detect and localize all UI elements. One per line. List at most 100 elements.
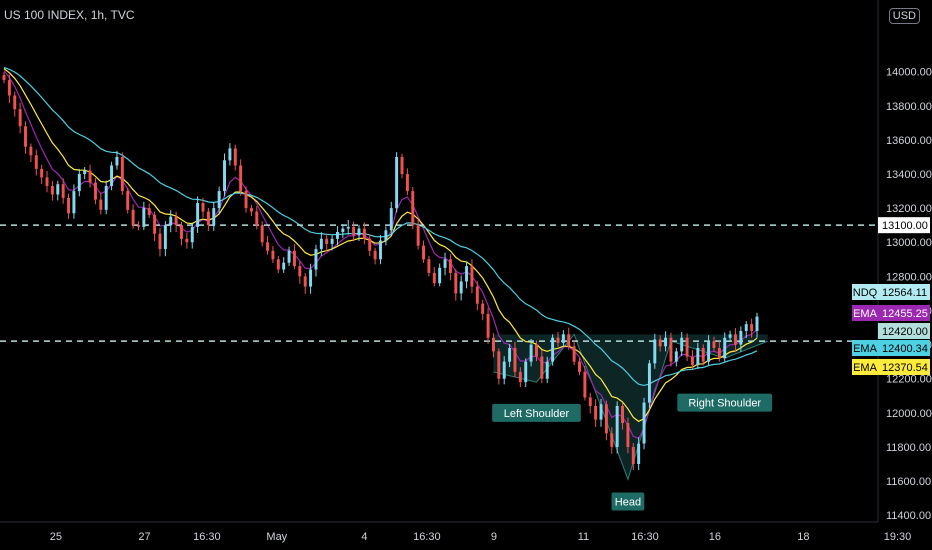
level-label-value: 13100.00 <box>882 220 928 232</box>
candle-body <box>690 356 694 366</box>
price-label-name: EMA <box>853 308 878 320</box>
candle <box>599 399 603 427</box>
candle-body <box>674 351 678 362</box>
candle <box>341 224 345 239</box>
candle-body <box>153 214 157 234</box>
candle-body <box>658 339 662 347</box>
candle <box>588 393 592 414</box>
candle-body <box>422 245 426 260</box>
candle <box>13 91 17 117</box>
y-tick-label: 11800.00 <box>886 442 931 454</box>
candle-body <box>56 184 60 195</box>
candle-body <box>104 185 108 210</box>
candle-body <box>292 250 296 267</box>
x-tick-label: 18 <box>797 531 809 543</box>
candle-body <box>201 203 205 212</box>
candle-body <box>126 191 130 210</box>
candle <box>136 221 140 231</box>
candle <box>217 186 221 214</box>
candle-body <box>717 348 721 359</box>
candle <box>7 74 11 104</box>
annotation-text: Right Shoulder <box>688 398 761 410</box>
candle-body <box>335 232 339 239</box>
candle-body <box>578 361 581 372</box>
candle <box>572 341 576 366</box>
candle-body <box>642 402 646 444</box>
left-shoulder-label: Left Shoulder <box>492 403 581 422</box>
x-tick-label: 4 <box>361 531 367 543</box>
candle <box>287 246 291 266</box>
candle <box>163 221 167 257</box>
candle <box>282 257 286 273</box>
candle-body <box>319 238 323 250</box>
candle-body <box>174 216 178 226</box>
candle-body <box>314 249 318 270</box>
candle-body <box>723 337 727 359</box>
candle-body <box>631 446 635 464</box>
candle-body <box>400 156 404 174</box>
candle <box>126 187 130 214</box>
candle-body <box>341 228 345 232</box>
candle <box>518 367 522 388</box>
candle <box>405 168 409 196</box>
candle-body <box>744 324 748 331</box>
candle <box>685 333 689 361</box>
x-tick-label: 19:30 <box>884 531 912 543</box>
candle-body <box>158 233 162 250</box>
candle-body <box>276 259 280 270</box>
candle <box>34 149 38 176</box>
candle <box>658 335 662 352</box>
candle <box>357 224 361 242</box>
candle <box>664 331 668 352</box>
candle-body <box>604 404 608 434</box>
candle-body <box>475 286 479 304</box>
candle <box>604 400 608 441</box>
candle <box>739 326 743 352</box>
candle-body <box>599 404 603 420</box>
x-tick-label: 11 <box>578 531 589 543</box>
candle-body <box>572 346 576 362</box>
candle-body <box>212 208 216 226</box>
candle-body <box>61 184 65 198</box>
candle <box>61 178 65 204</box>
candle-body <box>653 339 657 364</box>
candle <box>335 226 339 246</box>
candle <box>77 168 81 197</box>
candle-body <box>271 250 275 260</box>
candle <box>508 344 512 368</box>
y-tick-label: 11400.00 <box>886 510 931 522</box>
level-label-box <box>878 217 930 234</box>
x-tick-label: 9 <box>491 531 497 543</box>
y-tick-label: 11600.00 <box>886 476 931 488</box>
candle <box>174 211 178 232</box>
candle-body <box>99 199 103 210</box>
candle-body <box>309 269 313 287</box>
right-shoulder-label: Right Shoulder <box>677 393 773 412</box>
candle <box>411 186 415 230</box>
candle <box>29 143 33 163</box>
x-tick-label: 16:30 <box>413 531 441 543</box>
price-label-name: NDQ <box>853 287 878 299</box>
price-label-value: 12420.00 <box>882 326 928 338</box>
candle-body <box>72 191 76 214</box>
candle <box>104 180 108 215</box>
candle <box>540 350 544 384</box>
candle-body <box>120 156 124 192</box>
currency-badge[interactable]: USD <box>888 8 920 24</box>
candle <box>432 267 436 287</box>
candle <box>615 401 619 454</box>
candle <box>384 226 388 246</box>
candle <box>72 184 76 219</box>
candle-body <box>77 174 81 192</box>
candle <box>115 150 119 170</box>
candle <box>120 152 124 195</box>
candle-body <box>266 242 270 251</box>
candle <box>309 263 313 294</box>
candle <box>180 221 183 246</box>
x-tick-label: 27 <box>138 531 150 543</box>
candle-body <box>534 344 538 357</box>
price-label-box <box>878 305 930 321</box>
candle <box>470 259 474 294</box>
candle <box>228 143 232 166</box>
